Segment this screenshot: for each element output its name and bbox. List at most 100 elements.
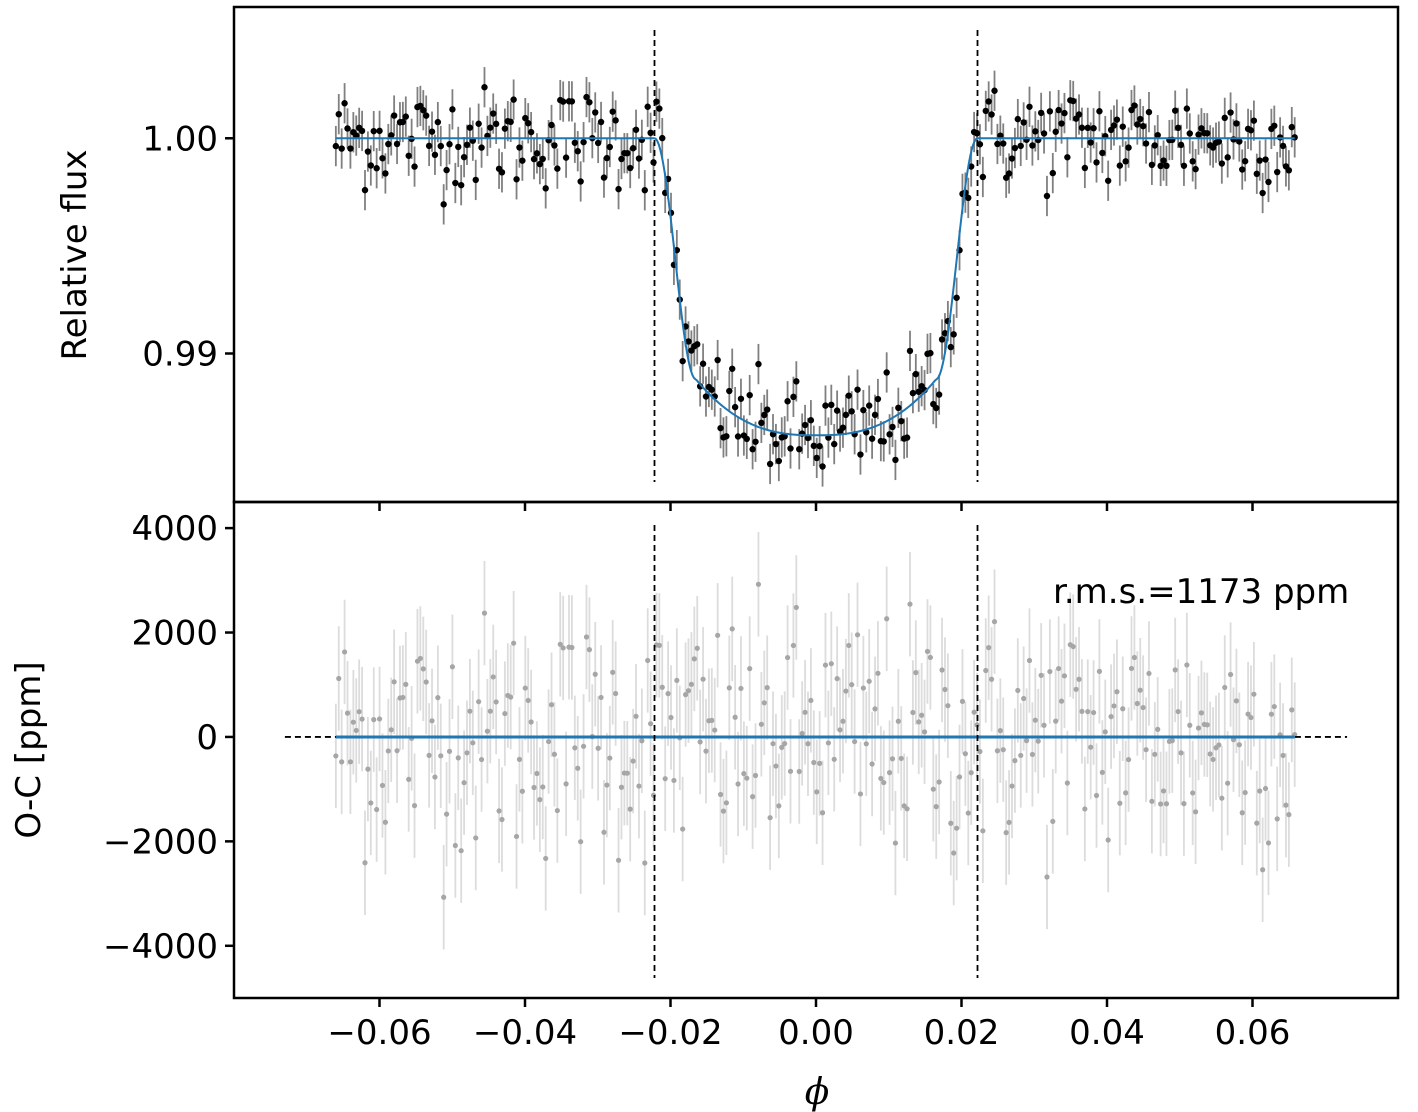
flux-point	[379, 155, 386, 162]
flux-point	[554, 165, 561, 172]
residual-point	[1032, 717, 1038, 723]
residual-point	[1233, 698, 1240, 704]
flux-point	[370, 127, 377, 135]
residual-point	[1158, 801, 1164, 807]
flux-point	[1020, 119, 1027, 126]
residual-point	[374, 806, 380, 813]
residual-point	[592, 671, 598, 677]
residual-point	[1125, 756, 1132, 763]
flux-point	[1186, 130, 1193, 137]
residual-point	[1111, 703, 1117, 709]
residual-point	[697, 739, 703, 745]
flux-point	[746, 391, 753, 399]
residual-point	[1163, 801, 1170, 807]
flux-point	[868, 435, 876, 442]
residual-point	[528, 719, 534, 725]
residual-point	[892, 840, 899, 846]
flux-point	[889, 423, 896, 431]
residual-point	[869, 761, 875, 767]
flux-point	[685, 338, 692, 345]
flux-point	[965, 194, 972, 202]
residual-point	[770, 741, 776, 747]
flux-point	[1215, 138, 1223, 145]
residual-point	[852, 738, 858, 745]
residual-point	[913, 670, 919, 676]
flux-point	[635, 155, 643, 162]
residual-point	[633, 713, 639, 719]
residual-point	[391, 679, 397, 685]
flux-point	[1250, 117, 1258, 124]
residual-point	[843, 688, 849, 694]
residual-point	[1053, 718, 1059, 724]
residual-point	[347, 759, 354, 765]
flux-point	[857, 451, 864, 458]
residual-point	[371, 717, 377, 723]
flux-point	[338, 145, 345, 152]
x-axis-label: ϕ	[805, 1072, 830, 1112]
residual-point	[790, 642, 797, 649]
bottom-residual-points	[333, 581, 1298, 900]
residual-point	[508, 694, 514, 700]
residual-point	[417, 655, 423, 662]
residual-point	[1245, 711, 1251, 717]
residual-point	[522, 685, 528, 691]
residual-point	[511, 640, 517, 646]
flux-point	[892, 456, 899, 464]
flux-point	[699, 360, 707, 367]
residual-point	[980, 828, 986, 834]
residual-point	[1204, 722, 1210, 728]
residual-point	[799, 730, 805, 737]
residual-point	[1117, 800, 1123, 806]
residual-point	[1227, 671, 1234, 678]
flux-point	[793, 378, 800, 385]
flux-point	[390, 112, 398, 119]
residual-point	[817, 760, 823, 766]
residual-point	[1222, 684, 1228, 691]
residual-point	[543, 855, 549, 862]
flux-point	[632, 126, 640, 133]
flux-point	[1055, 106, 1062, 114]
flux-point	[629, 145, 637, 152]
flux-point	[501, 125, 509, 132]
residual-point	[458, 848, 464, 854]
flux-point	[1236, 138, 1243, 145]
flux-point	[985, 98, 992, 105]
residual-point	[703, 748, 709, 754]
flux-point	[1122, 158, 1129, 165]
residual-point	[945, 703, 951, 709]
flux-point	[880, 438, 887, 445]
residual-point	[857, 791, 864, 797]
flux-point	[1000, 140, 1007, 147]
flux-point	[1139, 122, 1147, 130]
residual-point	[1090, 709, 1097, 716]
residual-point	[1248, 714, 1254, 721]
residual-point	[534, 770, 540, 777]
flux-point	[1221, 114, 1228, 122]
residual-point	[1274, 816, 1280, 822]
bottom-transit-boundaries	[653, 525, 979, 978]
flux-point	[845, 392, 852, 399]
residual-point	[904, 806, 910, 812]
residual-point	[1123, 790, 1129, 796]
residual-point	[607, 755, 613, 761]
flux-point	[865, 402, 873, 409]
residual-point	[811, 759, 817, 766]
residual-point	[531, 784, 537, 791]
x-tick-label: 0.00	[778, 1013, 854, 1053]
residual-point	[455, 755, 461, 761]
flux-point	[1262, 156, 1269, 163]
flux-point	[1241, 158, 1249, 165]
residual-point	[779, 744, 785, 750]
flux-point	[1288, 123, 1295, 131]
residual-point	[688, 681, 695, 687]
flux-point	[927, 349, 934, 357]
residual-point	[476, 699, 482, 705]
residual-point	[1242, 789, 1248, 796]
residual-point	[636, 783, 642, 789]
flux-point	[831, 440, 838, 448]
residual-point	[356, 709, 362, 715]
flux-point	[399, 118, 407, 126]
residual-point	[406, 776, 412, 782]
bottom-axis-ticks: −0.06 −0.04 −0.02 0.00 0.02 0.04 0.06 −4000 −200…	[103, 509, 1290, 1053]
flux-point	[1163, 162, 1170, 170]
